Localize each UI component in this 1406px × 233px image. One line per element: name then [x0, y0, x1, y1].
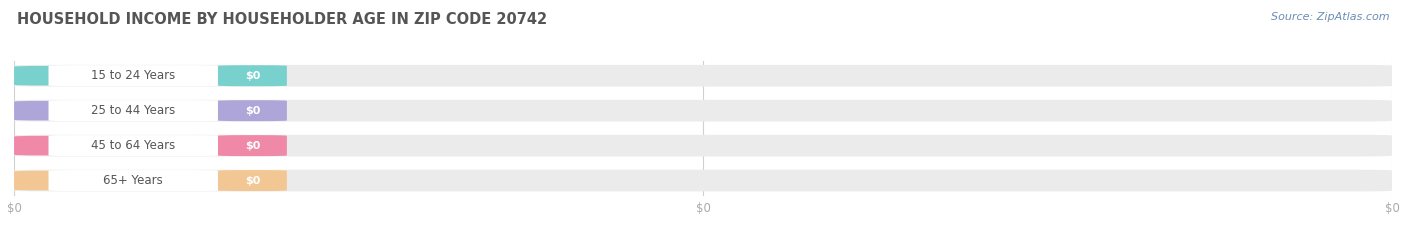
Text: Source: ZipAtlas.com: Source: ZipAtlas.com — [1271, 12, 1389, 22]
FancyBboxPatch shape — [218, 135, 287, 156]
Text: $0: $0 — [245, 71, 260, 81]
FancyBboxPatch shape — [14, 135, 1392, 157]
FancyBboxPatch shape — [48, 100, 218, 121]
FancyBboxPatch shape — [14, 170, 1392, 192]
FancyBboxPatch shape — [14, 66, 66, 86]
Text: 65+ Years: 65+ Years — [104, 174, 163, 187]
FancyBboxPatch shape — [14, 100, 1392, 122]
FancyBboxPatch shape — [14, 136, 66, 155]
Text: 45 to 64 Years: 45 to 64 Years — [91, 139, 176, 152]
Text: 25 to 44 Years: 25 to 44 Years — [91, 104, 176, 117]
FancyBboxPatch shape — [48, 170, 218, 191]
FancyBboxPatch shape — [14, 101, 66, 120]
Text: $0: $0 — [245, 106, 260, 116]
FancyBboxPatch shape — [48, 65, 218, 86]
FancyBboxPatch shape — [48, 135, 218, 156]
Text: HOUSEHOLD INCOME BY HOUSEHOLDER AGE IN ZIP CODE 20742: HOUSEHOLD INCOME BY HOUSEHOLDER AGE IN Z… — [17, 12, 547, 27]
FancyBboxPatch shape — [14, 171, 66, 190]
FancyBboxPatch shape — [218, 170, 287, 191]
Text: 15 to 24 Years: 15 to 24 Years — [91, 69, 176, 82]
FancyBboxPatch shape — [218, 100, 287, 121]
Text: $0: $0 — [245, 176, 260, 185]
FancyBboxPatch shape — [14, 65, 1392, 86]
FancyBboxPatch shape — [218, 65, 287, 86]
Text: $0: $0 — [245, 141, 260, 151]
